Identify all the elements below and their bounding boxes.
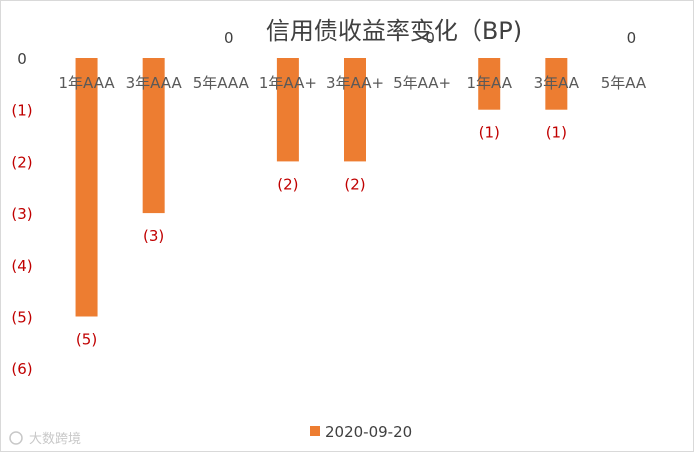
y-tick-label: (6) xyxy=(11,360,32,378)
x-axis: 1年AAA 3年AAA 5年AAA 1年AA+ 3年AA+ 5年AA+ 1年AA 3年AA 5年… xyxy=(58,74,646,92)
chart-title-text: 信用债收益率变化（BP) xyxy=(266,17,522,45)
x-tick-label: 1年AAA xyxy=(58,74,115,92)
x-tick-label: 5年AA+ xyxy=(393,74,451,92)
bar-3年AA+ xyxy=(344,58,366,162)
x-tick-label: 5年AAA xyxy=(193,74,250,92)
watermark-text: 大数跨境 xyxy=(29,432,81,447)
legend: 2020-09-20 xyxy=(310,423,412,441)
y-tick-label: (5) xyxy=(11,309,32,327)
chart-title: 信用债收益率变化（BP) xyxy=(266,17,522,45)
bar-1年AA+ xyxy=(276,58,299,162)
legend-label-2020-09-20: 2020-09-20 xyxy=(325,423,412,441)
x-tick-label: 3年AAA xyxy=(126,74,183,92)
y-axis: 0 (1) (2) (3) (4) (5) (6) xyxy=(11,50,32,378)
data-label: 0 xyxy=(627,29,637,47)
y-tick-label: (1) xyxy=(11,102,32,120)
data-label: (1) xyxy=(546,124,567,142)
data-label: 0 xyxy=(224,29,234,47)
data-label: (2) xyxy=(277,175,298,193)
bar-3年AAA xyxy=(142,58,165,214)
bar-series xyxy=(75,58,568,317)
data-labels: (5) (3) 0 (2) (2) 0 (1) (1) 0 xyxy=(76,29,636,349)
watermark-logo-icon xyxy=(9,431,23,445)
x-tick-label: 3年AA+ xyxy=(326,74,384,92)
bar-1年AAA xyxy=(75,58,98,317)
y-tick-label: (2) xyxy=(11,153,32,171)
x-tick-label: 1年AA xyxy=(466,74,512,92)
x-tick-label: 1年AA+ xyxy=(259,74,317,92)
y-tick-label: (4) xyxy=(11,257,32,275)
x-tick-label: 3年AA xyxy=(534,74,580,92)
data-label: (5) xyxy=(76,331,97,349)
data-label: 0 xyxy=(425,29,435,47)
data-label: (3) xyxy=(143,227,164,245)
data-label: (1) xyxy=(479,124,500,142)
legend-swatch xyxy=(310,426,320,436)
y-tick-label: (3) xyxy=(11,205,32,223)
x-tick-label: 5年AA xyxy=(601,74,647,92)
data-label: (2) xyxy=(344,175,365,193)
bar-1年AA xyxy=(478,58,501,110)
watermark: 大数跨境 xyxy=(9,431,81,447)
bar-3年AA xyxy=(545,58,568,110)
y-tick-label: 0 xyxy=(17,50,27,68)
